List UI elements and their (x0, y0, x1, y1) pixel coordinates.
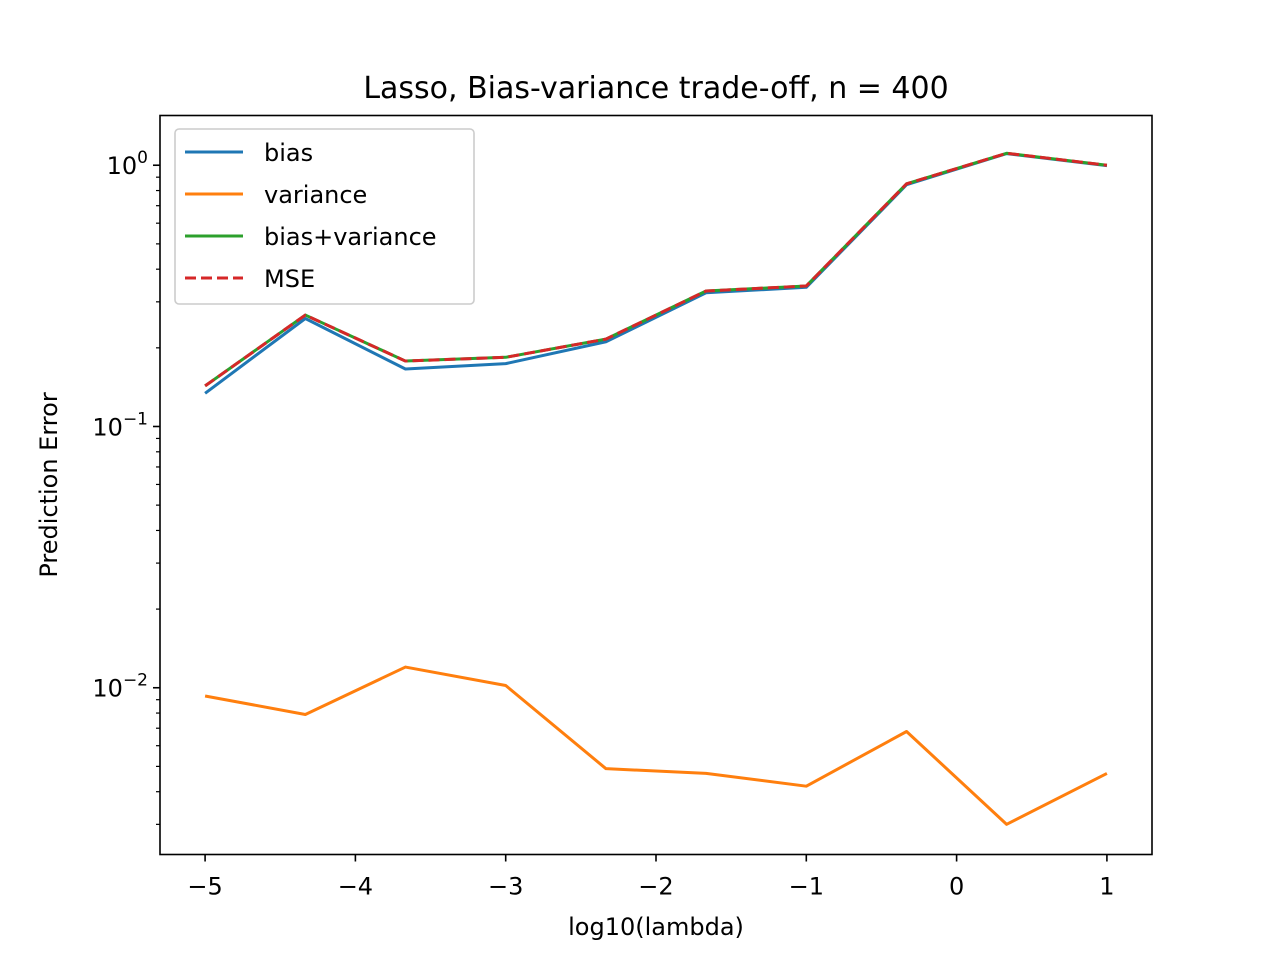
legend-label: MSE (264, 265, 315, 293)
series-layer (204, 151, 1108, 826)
x-tick-label: −2 (638, 873, 673, 901)
chart-title: Lasso, Bias-variance trade-off, n = 400 (363, 71, 948, 106)
legend-label: variance (264, 181, 367, 209)
y-axis-label: Prediction Error (35, 392, 63, 577)
y-tick-label-exponent: −1 (123, 409, 148, 429)
y-tick-label: 10−2 (92, 671, 148, 703)
y-tick-label-base: 10 (92, 413, 123, 441)
x-tick-label: −5 (187, 873, 222, 901)
plot-frame (159, 114, 1153, 856)
series-line-variance (204, 665, 1108, 826)
x-tick-label: 0 (949, 873, 964, 901)
legend-label: bias (264, 139, 313, 167)
y-tick-label-base: 10 (92, 675, 123, 703)
x-tick-label: −1 (789, 873, 824, 901)
y-tick-label-exponent: 0 (137, 148, 148, 168)
x-axis-ticks: −5 −4 −3 −2 −1 0 1 (187, 854, 1115, 901)
y-tick-label: 100 (107, 148, 148, 180)
legend: bias variance bias+variance MSE (174, 128, 475, 305)
y-tick-label: 10−1 (92, 409, 148, 441)
x-axis-label: log10(lambda) (568, 913, 744, 941)
y-tick-label-exponent: −2 (123, 671, 148, 691)
legend-label: bias+variance (264, 223, 437, 251)
x-tick-label: −3 (488, 873, 523, 901)
x-tick-label: 1 (1099, 873, 1114, 901)
legend-box (174, 128, 475, 305)
series-line-mse (204, 151, 1108, 388)
x-tick-label: −4 (338, 873, 373, 901)
legend-items: bias variance bias+variance MSE (185, 139, 437, 293)
y-tick-label-base: 10 (107, 152, 138, 180)
